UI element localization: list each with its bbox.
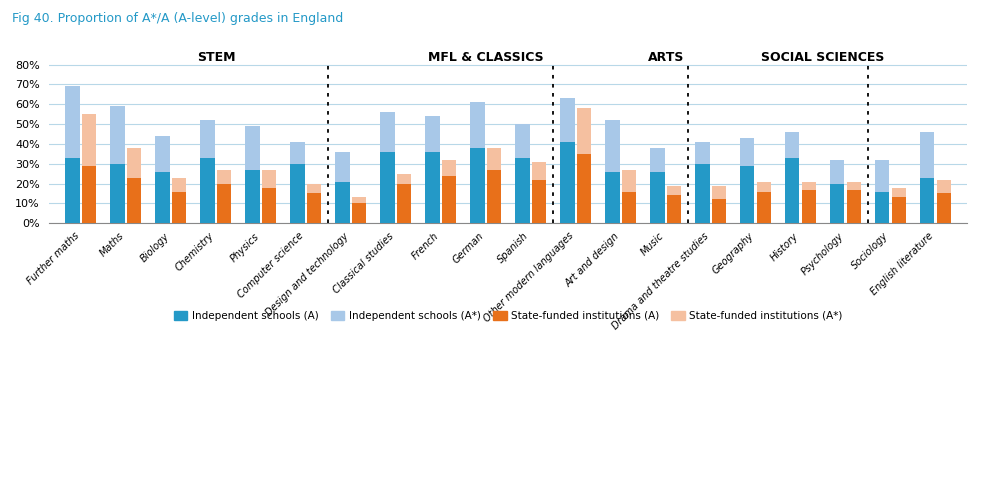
Bar — [127, 148, 141, 178]
Bar — [291, 142, 304, 164]
Bar — [487, 148, 501, 169]
Bar — [650, 171, 665, 223]
Text: MFL & CLASSICS: MFL & CLASSICS — [428, 50, 544, 64]
Bar — [200, 120, 215, 158]
Bar — [127, 178, 141, 223]
Text: STEM: STEM — [196, 50, 235, 64]
Text: SOCIAL SCIENCES: SOCIAL SCIENCES — [761, 50, 885, 64]
Bar — [470, 148, 485, 223]
Bar — [846, 182, 861, 190]
Bar — [785, 132, 799, 158]
Bar — [560, 98, 574, 142]
Bar — [172, 192, 187, 223]
Bar — [650, 148, 665, 171]
Bar — [397, 174, 411, 184]
Bar — [155, 136, 170, 171]
Bar — [246, 169, 260, 223]
Bar — [352, 198, 366, 204]
Bar — [425, 116, 440, 152]
Bar — [830, 184, 845, 223]
Bar — [892, 198, 906, 223]
Bar — [695, 142, 710, 164]
Bar — [82, 165, 96, 223]
Bar — [66, 158, 80, 223]
Bar — [291, 164, 304, 223]
Legend: Independent schools (A), Independent schools (A*), State-funded institutions (A): Independent schools (A), Independent sch… — [170, 307, 846, 325]
Bar — [605, 171, 620, 223]
Bar — [335, 152, 350, 182]
Bar — [307, 194, 321, 223]
Bar — [487, 169, 501, 223]
Bar — [937, 194, 951, 223]
Bar — [335, 182, 350, 223]
Bar — [875, 160, 890, 192]
Bar — [246, 126, 260, 169]
Bar — [920, 178, 935, 223]
Bar — [576, 108, 591, 154]
Bar — [801, 182, 816, 190]
Bar — [82, 114, 96, 165]
Bar — [110, 106, 125, 164]
Bar — [622, 192, 636, 223]
Bar — [801, 190, 816, 223]
Bar — [516, 124, 529, 158]
Bar — [442, 176, 457, 223]
Bar — [757, 192, 771, 223]
Bar — [667, 186, 682, 196]
Bar — [695, 164, 710, 223]
Bar — [712, 186, 726, 200]
Bar — [155, 171, 170, 223]
Bar — [830, 160, 845, 184]
Bar — [757, 182, 771, 192]
Bar — [605, 120, 620, 171]
Bar — [937, 180, 951, 194]
Bar — [397, 184, 411, 223]
Bar — [110, 164, 125, 223]
Bar — [532, 162, 546, 180]
Bar — [576, 154, 591, 223]
Bar — [920, 132, 935, 178]
Bar — [442, 160, 457, 176]
Bar — [892, 188, 906, 198]
Bar — [622, 169, 636, 192]
Bar — [66, 86, 80, 158]
Bar — [532, 180, 546, 223]
Bar — [262, 169, 276, 188]
Bar — [425, 152, 440, 223]
Bar — [380, 152, 395, 223]
Bar — [846, 190, 861, 223]
Bar — [875, 192, 890, 223]
Text: ARTS: ARTS — [647, 50, 683, 64]
Bar — [200, 158, 215, 223]
Bar — [740, 138, 754, 165]
Bar — [262, 188, 276, 223]
Bar — [217, 184, 232, 223]
Bar — [560, 142, 574, 223]
Bar — [740, 165, 754, 223]
Bar — [470, 102, 485, 148]
Bar — [785, 158, 799, 223]
Bar — [667, 196, 682, 223]
Bar — [307, 184, 321, 194]
Bar — [380, 112, 395, 152]
Bar — [516, 158, 529, 223]
Bar — [352, 204, 366, 223]
Bar — [217, 169, 232, 184]
Bar — [712, 200, 726, 223]
Text: Fig 40. Proportion of A*/A (A-level) grades in England: Fig 40. Proportion of A*/A (A-level) gra… — [12, 12, 343, 25]
Bar — [172, 178, 187, 192]
